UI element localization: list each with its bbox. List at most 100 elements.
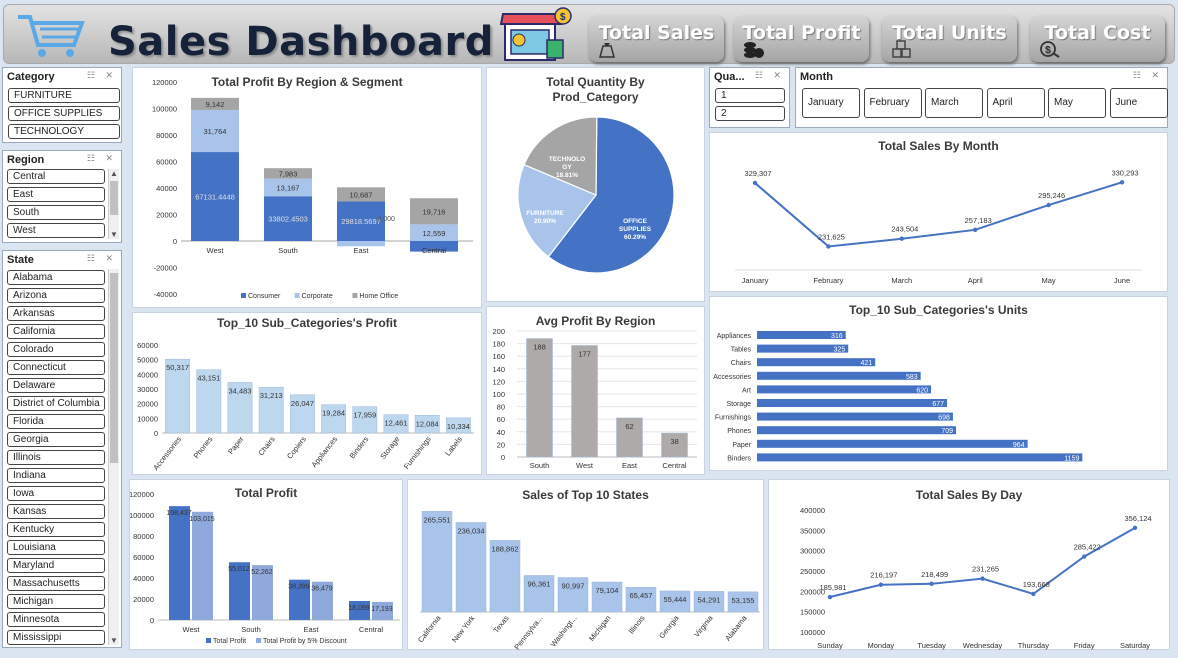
kpi-total-sales[interactable]: Total Sales	[589, 16, 724, 62]
data-point-sunday	[827, 594, 833, 600]
state-item-florida[interactable]: Florida	[7, 414, 105, 429]
bar-furnishings	[757, 412, 953, 421]
state-item-alabama[interactable]: Alabama	[7, 270, 105, 285]
bar-accessories	[165, 358, 191, 434]
state-item-georgia[interactable]: Georgia	[7, 432, 105, 447]
data-label: 96,361	[528, 579, 551, 588]
panel-sales-month: Total Sales By Month 329,307 January 231,6…	[709, 132, 1168, 292]
region-item-west[interactable]: West	[7, 223, 105, 238]
quarter-item-1[interactable]: 1	[715, 88, 785, 103]
data-label: 12,084	[416, 419, 439, 428]
data-label: 698	[938, 415, 950, 422]
data-label: 50,317	[166, 363, 189, 372]
state-item-delaware[interactable]: Delaware	[7, 378, 105, 393]
x-tick-label: Central	[662, 461, 687, 470]
bar-texas	[489, 540, 521, 613]
legend-label: Home Office	[359, 293, 398, 300]
slicer-filter-icons[interactable]: ☷ ✕	[1132, 70, 1163, 80]
state-slicer-title: State	[7, 254, 34, 266]
y-tick-label: 200000	[800, 587, 825, 596]
bar-total-profit-west	[169, 506, 190, 620]
legend-label: Total Profit by 5% Discount	[263, 638, 347, 645]
state-item-district-of-columbia[interactable]: District of Columbia	[7, 396, 105, 411]
y-tick-label: 60000	[137, 341, 158, 350]
region-item-east[interactable]: East	[7, 187, 105, 202]
slice-value-label: 18.81%	[556, 172, 578, 179]
scroll-down-icon[interactable]: ▼	[110, 636, 118, 645]
bar-labels	[445, 417, 471, 434]
bar-corporate-west	[191, 109, 239, 153]
slicer-filter-icons[interactable]: ☷ ✕	[754, 70, 785, 80]
month-item-april[interactable]: April	[986, 88, 1045, 118]
data-label: 53,155	[732, 596, 755, 605]
state-item-mississippi[interactable]: Mississippi	[7, 630, 105, 645]
y-tick-label: 60000	[133, 553, 154, 562]
series-line	[754, 181, 1123, 248]
data-label: 55,012	[228, 566, 250, 573]
data-point-monday	[878, 582, 884, 587]
state-item-kentucky[interactable]: Kentucky	[7, 522, 105, 537]
bar-accessories	[757, 371, 921, 380]
kpi-total-profit[interactable]: Total Profit	[734, 16, 869, 62]
state-item-maryland[interactable]: Maryland	[7, 558, 105, 573]
state-item-indiana[interactable]: Indiana	[7, 468, 105, 483]
state-item-colorado[interactable]: Colorado	[7, 342, 105, 357]
slicer-filter-icons[interactable]: ☷ ✕	[86, 253, 117, 263]
month-item-february[interactable]: February	[863, 88, 922, 118]
data-label: 231,625	[818, 232, 845, 241]
region-slicer-title: Region	[7, 154, 45, 166]
data-label: 12,559	[423, 229, 446, 238]
state-item-louisiana[interactable]: Louisiana	[7, 540, 105, 555]
y-tick-label: 120000	[130, 490, 154, 499]
category-item-furniture[interactable]: FURNITURE	[8, 88, 120, 103]
state-item-california[interactable]: California	[7, 324, 105, 339]
kpi-total-cost[interactable]: Total Cost $	[1030, 16, 1165, 62]
state-item-illinois[interactable]: Illinois	[7, 450, 105, 465]
state-item-massachusetts[interactable]: Massachusetts	[7, 576, 105, 591]
state-item-michigan[interactable]: Michigan	[7, 594, 105, 609]
category-slicer-title: Category	[7, 71, 55, 83]
state-item-arizona[interactable]: Arizona	[7, 288, 105, 303]
kpi-total-sales-label: Total Sales	[598, 22, 715, 44]
x-tick-label: Michigan	[587, 614, 613, 643]
state-item-iowa[interactable]: Iowa	[7, 486, 105, 501]
bar-phones	[196, 369, 222, 434]
state-scrollbar[interactable]: ▼	[108, 269, 119, 645]
kpi-total-cost-label: Total Cost	[1044, 22, 1151, 44]
state-item-kansas[interactable]: Kansas	[7, 504, 105, 519]
region-item-south[interactable]: South	[7, 205, 105, 220]
slicer-filter-icons[interactable]: ☷ ✕	[86, 153, 117, 163]
bar-storage	[757, 399, 948, 407]
month-item-march[interactable]: March	[925, 88, 983, 118]
state-item-connecticut[interactable]: Connecticut	[7, 360, 105, 375]
category-item-technology[interactable]: TECHNOLOGY	[8, 124, 120, 139]
month-slicer-title: Month	[800, 71, 833, 83]
bar-total-profit-by-5-discount-east	[312, 581, 333, 620]
bar-home-office-south	[264, 168, 312, 179]
y-tick-label: 80	[497, 403, 505, 412]
slicer-filter-icons[interactable]: ☷ ✕	[86, 70, 117, 80]
category-item-office-supplies[interactable]: OFFICE SUPPLIES	[8, 106, 120, 121]
data-label: 26,047	[291, 399, 314, 408]
scroll-up-icon[interactable]: ▲	[110, 169, 118, 178]
scroll-down-icon[interactable]: ▼	[110, 230, 118, 239]
y-tick-label: 100	[492, 390, 505, 399]
bar-copiers	[289, 394, 315, 434]
month-item-january[interactable]: January	[802, 88, 860, 118]
state-item-minnesota[interactable]: Minnesota	[7, 612, 105, 627]
bar-illinois	[625, 586, 657, 613]
state-item-arkansas[interactable]: Arkansas	[7, 306, 105, 321]
x-tick-label: South	[530, 461, 550, 470]
y-tick-label: Binders	[727, 455, 751, 462]
month-item-june[interactable]: June	[1109, 88, 1168, 118]
region-scrollbar[interactable]: ▲ ▼	[108, 169, 119, 239]
kpi-total-units[interactable]: Total Units	[882, 16, 1017, 62]
scroll-thumb[interactable]	[110, 181, 118, 215]
month-item-may[interactable]: May	[1048, 88, 1106, 118]
panel-avg-profit-region: Avg Profit By Region 200 180 160 140 120 100 8…	[486, 306, 705, 475]
y-tick-label: 140	[492, 365, 505, 374]
scroll-thumb[interactable]	[110, 273, 118, 463]
quarter-item-2[interactable]: 2	[715, 106, 785, 121]
chart-title: Total Quantity By Prod_Category	[546, 75, 645, 104]
region-item-central[interactable]: Central	[7, 169, 105, 184]
